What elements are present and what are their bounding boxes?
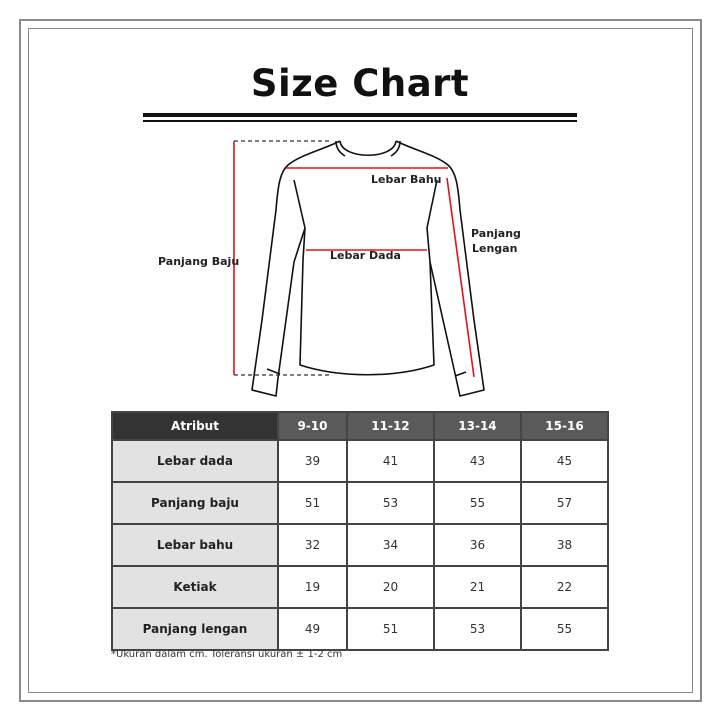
header-size: 11-12 bbox=[345, 411, 435, 441]
cell: 51 bbox=[277, 481, 348, 525]
cell: 45 bbox=[519, 439, 610, 483]
cell: 55 bbox=[432, 481, 522, 525]
table-row: Lebar bahu 32 34 36 38 bbox=[111, 523, 610, 567]
cell: 41 bbox=[345, 439, 435, 483]
label-lebar-bahu: Lebar Bahu bbox=[371, 173, 442, 186]
page-title: Size Chart bbox=[250, 62, 470, 105]
row-label: Ketiak bbox=[111, 565, 279, 609]
table-row: Panjang lengan 49 51 53 55 bbox=[111, 607, 610, 651]
label-panjang-baju: Panjang Baju bbox=[158, 255, 240, 268]
size-table: Atribut 9-10 11-12 13-14 15-16 Lebar dad… bbox=[111, 411, 610, 651]
measure-lines bbox=[233, 141, 475, 378]
title-divider bbox=[143, 113, 577, 117]
header-atribut: Atribut bbox=[111, 411, 279, 441]
table-row: Panjang baju 51 53 55 57 bbox=[111, 481, 610, 525]
cell: 22 bbox=[519, 565, 610, 609]
cell: 53 bbox=[432, 607, 522, 651]
table-row: Ketiak 19 20 21 22 bbox=[111, 565, 610, 609]
cell: 43 bbox=[432, 439, 522, 483]
row-label: Lebar bahu bbox=[111, 523, 279, 567]
cell: 51 bbox=[345, 607, 435, 651]
cell: 49 bbox=[277, 607, 348, 651]
shirt-outline bbox=[251, 140, 485, 397]
title-divider-thin bbox=[143, 120, 577, 122]
cell: 34 bbox=[345, 523, 435, 567]
table-row: Lebar dada 39 41 43 45 bbox=[111, 439, 610, 483]
row-label: Panjang lengan bbox=[111, 607, 279, 651]
table-header-row: Atribut 9-10 11-12 13-14 15-16 bbox=[111, 411, 610, 441]
cell: 21 bbox=[432, 565, 522, 609]
footnote: *Ukuran dalam cm. Toleransi ukuran ± 1-2… bbox=[111, 649, 343, 660]
header-size: 13-14 bbox=[432, 411, 522, 441]
cell: 38 bbox=[519, 523, 610, 567]
cell: 20 bbox=[345, 565, 435, 609]
cell: 57 bbox=[519, 481, 610, 525]
label-lebar-dada: Lebar Dada bbox=[330, 249, 401, 262]
outer-frame bbox=[19, 19, 702, 702]
panjang-lengan-line bbox=[446, 177, 475, 378]
cell: 36 bbox=[432, 523, 522, 567]
inner-frame bbox=[28, 28, 693, 693]
header-size: 15-16 bbox=[519, 411, 610, 441]
row-label: Lebar dada bbox=[111, 439, 279, 483]
header-size: 9-10 bbox=[277, 411, 348, 441]
cell: 39 bbox=[277, 439, 348, 483]
label-panjang-lengan-2: Lengan bbox=[472, 242, 518, 255]
cell: 55 bbox=[519, 607, 610, 651]
cell: 53 bbox=[345, 481, 435, 525]
cell: 19 bbox=[277, 565, 348, 609]
row-label: Panjang baju bbox=[111, 481, 279, 525]
label-panjang-lengan-1: Panjang bbox=[471, 227, 521, 240]
cell: 32 bbox=[277, 523, 348, 567]
